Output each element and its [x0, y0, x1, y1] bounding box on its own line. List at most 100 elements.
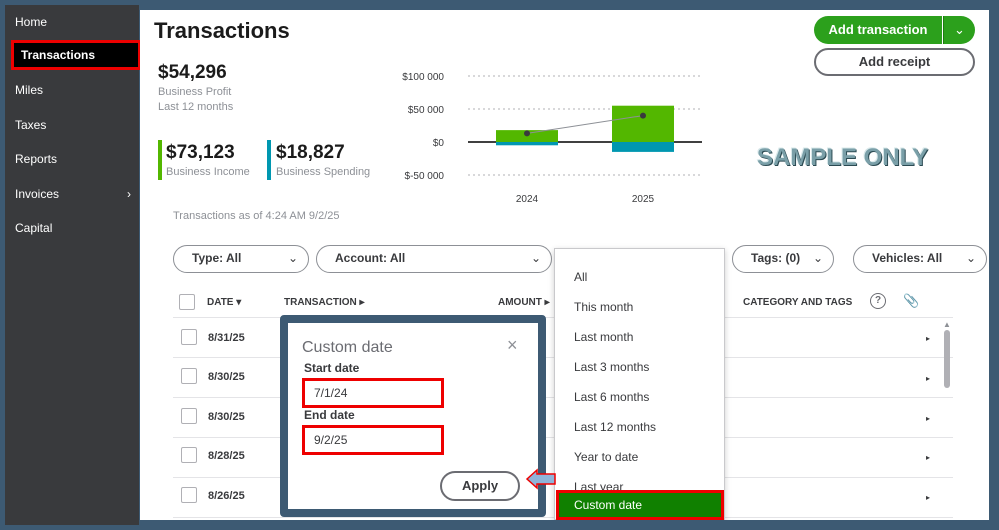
sidebar-item-reports[interactable]: Reports — [5, 144, 139, 174]
page-title: Transactions — [154, 18, 290, 43]
y-tick-label: $-50 000 — [405, 171, 445, 182]
as-of-timestamp: Transactions as of 4:24 AM 9/2/25 — [173, 210, 340, 222]
attachment-icon[interactable]: 📎 — [903, 293, 920, 308]
select-all-checkbox[interactable] — [179, 294, 195, 310]
menu-item-last-3-months[interactable]: Last 3 months — [574, 360, 650, 374]
annotation-arrow-icon — [525, 468, 556, 490]
expand-row-icon[interactable]: ▸ — [926, 334, 931, 343]
income-bar — [612, 105, 674, 142]
vehicles-filter-label: Vehicles: All — [872, 251, 943, 265]
add-transaction-button[interactable]: Add transaction — [814, 16, 942, 44]
menu-item-year-to-date[interactable]: Year to date — [574, 450, 639, 464]
x-tick-label: 2025 — [632, 194, 655, 202]
sidebar-item-capital[interactable]: Capital — [5, 213, 139, 243]
tags-filter[interactable]: Tags: (0) ⌄ — [732, 245, 834, 273]
y-tick-label: $50 000 — [408, 105, 445, 116]
spending-indicator-bar — [267, 140, 271, 180]
custom-date-title: Custom date — [302, 339, 393, 356]
menu-item-last-month[interactable]: Last month — [574, 330, 634, 344]
sample-only-watermark: SAMPLE ONLY — [757, 144, 929, 171]
account-filter[interactable]: Account: All ⌄ — [316, 245, 552, 273]
scrollbar-thumb[interactable] — [944, 330, 950, 388]
start-date-field[interactable]: 7/1/24 — [302, 378, 444, 408]
sidebar-item-label: Invoices — [15, 187, 60, 201]
income-label: Business Income — [166, 166, 250, 178]
expand-row-icon[interactable]: ▸ — [926, 414, 931, 423]
main-content: Transactions Add transaction ⌄ Add recei… — [140, 10, 989, 520]
period-label: Last 12 months — [158, 101, 234, 113]
menu-item-this-month[interactable]: This month — [574, 300, 634, 314]
income-value: $73,123 — [166, 142, 235, 163]
chevron-right-icon: › — [127, 187, 131, 201]
chevron-down-icon: ⌄ — [954, 22, 965, 37]
add-receipt-button[interactable]: Add receipt — [814, 48, 975, 76]
add-transaction-dropdown-button[interactable]: ⌄ — [943, 16, 975, 44]
sidebar-item-label: Reports — [15, 152, 58, 166]
chevron-down-icon: ⌄ — [965, 251, 976, 265]
account-filter-label: Account: All — [335, 251, 406, 265]
category-column-header: CATEGORY AND TAGS — [743, 297, 853, 308]
custom-date-dialog: Custom date × Start date 7/1/24 End date… — [280, 315, 546, 517]
sidebar-item-label: Capital — [15, 221, 53, 235]
profit-value: $54,296 — [158, 62, 227, 83]
spending-bar — [612, 142, 674, 152]
sidebar-item-label: Transactions — [21, 48, 96, 62]
chevron-down-icon: ⌄ — [812, 251, 823, 265]
end-date-field[interactable]: 9/2/25 — [302, 425, 444, 455]
amount-column-header[interactable]: AMOUNT ▸ — [498, 297, 550, 308]
expand-row-icon[interactable]: ▸ — [926, 493, 931, 502]
chevron-down-icon: ⌄ — [287, 251, 298, 265]
spending-value: $18,827 — [276, 142, 345, 163]
sidebar-item-miles[interactable]: Miles — [5, 75, 139, 105]
sidebar-item-label: Home — [15, 15, 48, 29]
y-tick-label: $0 — [433, 138, 445, 149]
row-checkbox[interactable] — [181, 329, 197, 345]
row-checkbox[interactable] — [181, 408, 197, 424]
row-date: 8/30/25 — [208, 411, 245, 423]
income-indicator-bar — [158, 140, 162, 180]
chevron-down-icon: ⌄ — [530, 251, 541, 265]
spending-label: Business Spending — [276, 166, 371, 178]
sidebar-item-transactions[interactable]: Transactions — [11, 40, 141, 70]
row-checkbox[interactable] — [181, 487, 197, 503]
profit-chart: $100 000 $50 000 $0 $-50 000 2024 2025 — [402, 72, 702, 202]
row-date: 8/28/25 — [208, 450, 245, 462]
date-range-menu: All This month Last month Last 3 months … — [554, 248, 725, 520]
profit-point — [524, 130, 530, 137]
close-icon[interactable]: × — [507, 335, 518, 355]
sidebar-item-home[interactable]: Home — [5, 7, 139, 37]
sidebar-item-taxes[interactable]: Taxes — [5, 110, 139, 140]
row-date: 8/30/25 — [208, 371, 245, 383]
sidebar-item-invoices[interactable]: Invoices › — [5, 179, 139, 209]
menu-item-custom-date[interactable]: Custom date — [556, 490, 724, 520]
spending-bar — [496, 142, 558, 146]
row-date: 8/31/25 — [208, 332, 245, 344]
profit-label: Business Profit — [158, 86, 232, 98]
vehicles-filter[interactable]: Vehicles: All ⌄ — [853, 245, 987, 273]
row-date: 8/26/25 — [208, 490, 245, 502]
menu-item-all[interactable]: All — [574, 270, 588, 284]
start-date-label: Start date — [304, 361, 360, 375]
sidebar-item-label: Taxes — [15, 118, 47, 132]
date-column-header[interactable]: DATE ▾ — [207, 297, 242, 308]
scroll-up-icon[interactable]: ▲ — [943, 320, 951, 329]
y-tick-label: $100 000 — [402, 72, 444, 83]
type-filter[interactable]: Type: All ⌄ — [173, 245, 309, 273]
row-checkbox[interactable] — [181, 368, 197, 384]
menu-item-last-6-months[interactable]: Last 6 months — [574, 390, 650, 404]
x-tick-label: 2024 — [516, 194, 539, 202]
menu-item-last-12-months[interactable]: Last 12 months — [574, 420, 657, 434]
sidebar-item-label: Miles — [15, 83, 44, 97]
transaction-column-header[interactable]: TRANSACTION ▸ — [284, 297, 365, 308]
sidebar: Home Transactions Miles Taxes Reports In… — [5, 5, 141, 525]
end-date-label: End date — [304, 408, 355, 422]
row-checkbox[interactable] — [181, 447, 197, 463]
profit-point — [640, 112, 646, 119]
tags-filter-label: Tags: (0) — [751, 251, 801, 265]
apply-button[interactable]: Apply — [440, 471, 520, 501]
type-filter-label: Type: All — [192, 251, 242, 265]
expand-row-icon[interactable]: ▸ — [926, 374, 931, 383]
profit-line — [526, 115, 644, 134]
help-icon[interactable]: ? — [870, 293, 886, 309]
expand-row-icon[interactable]: ▸ — [926, 453, 931, 462]
